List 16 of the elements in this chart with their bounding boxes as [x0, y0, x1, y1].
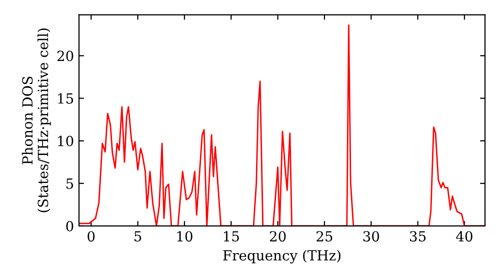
x-tick-label: 40: [456, 231, 472, 242]
x-tick-label: 10: [177, 231, 192, 242]
y-tick-label: 0: [66, 220, 74, 232]
y-axis-title: Phonon DOS (States/THz·primitive cell): [22, 28, 51, 212]
x-tick-label: 20: [270, 231, 286, 242]
x-tick-label: 25: [316, 231, 332, 242]
x-tick-label: 0: [88, 231, 95, 242]
y-tick-label: 15: [58, 93, 74, 104]
x-tick-label: 35: [410, 231, 426, 242]
x-tick-label: 30: [363, 231, 380, 242]
y-tick-label: 10: [58, 136, 74, 146]
y-tick-label: 5: [66, 178, 74, 189]
y-tick-label: 20: [57, 50, 74, 62]
x-tick-label: 5: [134, 231, 142, 242]
x-tick-label: 15: [224, 231, 239, 242]
x-axis-title: Frequency (THz): [223, 250, 340, 264]
